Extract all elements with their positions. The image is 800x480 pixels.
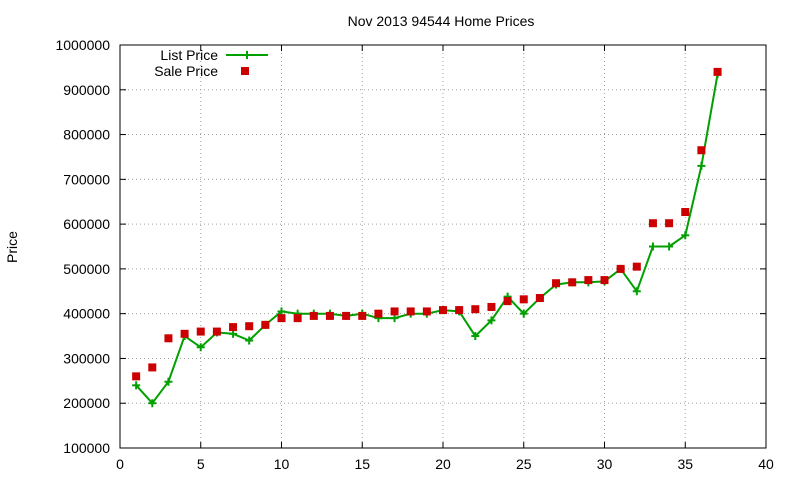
y-tick-label: 400000 — [63, 306, 110, 322]
chart-title: Nov 2013 94544 Home Prices — [348, 13, 535, 29]
sale-price-point — [245, 322, 254, 331]
y-tick-label: 1000000 — [55, 37, 110, 53]
x-tick-label: 5 — [197, 456, 205, 472]
tick-labels: 0 5 10 15 20 25 30 35 40 100000 200000 300000 400000… — [55, 37, 774, 472]
series-layer — [132, 67, 722, 408]
sale-price-point — [535, 293, 544, 302]
list-price-point — [471, 332, 480, 341]
sale-price-point — [325, 311, 334, 320]
x-tick-label: 35 — [677, 456, 693, 472]
sale-price-point — [568, 278, 577, 287]
x-tick-label: 0 — [116, 456, 124, 472]
sale-price-point — [309, 311, 318, 320]
sale-price-point — [519, 295, 528, 304]
list-price-point — [164, 377, 173, 386]
x-tick-label: 10 — [274, 456, 290, 472]
sale-price-point — [164, 334, 173, 343]
legend-marker-list-price — [243, 51, 251, 59]
sale-price-point — [713, 67, 722, 76]
list-price-point — [390, 314, 399, 323]
x-tick-label: 20 — [435, 456, 451, 472]
sale-price-point — [148, 363, 157, 372]
sale-price-point — [422, 307, 431, 316]
sale-price-point — [503, 297, 512, 306]
sale-price-point — [342, 311, 351, 320]
legend: List Price Sale Price — [154, 47, 268, 79]
y-tick-label: 500000 — [63, 261, 110, 277]
sale-price-point — [261, 320, 270, 329]
y-tick-label: 600000 — [63, 216, 110, 232]
x-tick-label: 30 — [597, 456, 613, 472]
sale-price-point — [616, 264, 625, 273]
list-price-point — [148, 399, 157, 408]
sale-price-point — [212, 327, 221, 336]
list-price-point — [245, 336, 254, 345]
y-axis-label: Price — [4, 231, 20, 263]
sale-price-point — [697, 146, 706, 155]
sale-price-point — [487, 302, 496, 311]
list-price-line — [135, 73, 719, 405]
list-price-point — [632, 287, 641, 296]
sale-price-point — [471, 305, 480, 314]
y-tick-label: 800000 — [63, 127, 110, 143]
sale-price-point — [358, 311, 367, 320]
sale-price-point — [681, 208, 690, 217]
sale-price-point — [390, 307, 399, 316]
sale-price-point — [374, 309, 383, 318]
list-price-point — [277, 307, 286, 316]
list-price-point — [519, 309, 528, 318]
list-price-point — [196, 343, 205, 352]
y-tick-label: 700000 — [63, 171, 110, 187]
y-tick-label: 300000 — [63, 350, 110, 366]
x-tick-label: 25 — [516, 456, 532, 472]
list-price-point — [681, 231, 690, 240]
sale-price-point — [406, 307, 415, 316]
list-price-point — [487, 316, 496, 325]
list-price-point — [132, 381, 141, 390]
sale-price-point — [229, 323, 238, 332]
sale-price-point — [132, 372, 141, 381]
y-tick-label: 200000 — [63, 395, 110, 411]
list-price-point — [648, 242, 657, 251]
x-tick-label: 15 — [354, 456, 370, 472]
y-tick-label: 100000 — [63, 440, 110, 456]
sale-price-point — [277, 314, 286, 323]
sale-price-point — [632, 262, 641, 271]
sale-price-point — [196, 327, 205, 336]
sale-price-point — [648, 219, 657, 228]
legend-marker-sale-price — [241, 67, 249, 75]
sale-price-point — [552, 279, 561, 288]
sale-price-point — [455, 306, 464, 315]
legend-label-list-price: List Price — [160, 47, 218, 63]
sale-price-point — [439, 306, 447, 315]
sale-price-point — [584, 276, 593, 285]
list-price-point — [665, 242, 674, 251]
y-tick-label: 900000 — [63, 82, 110, 98]
sale-price-point — [293, 314, 302, 323]
sale-price-point — [600, 276, 609, 285]
sale-price-point — [180, 329, 189, 338]
list-price-point — [697, 161, 706, 170]
list-price-point — [229, 329, 238, 338]
legend-label-sale-price: Sale Price — [154, 63, 218, 79]
ticks — [119, 44, 767, 449]
x-tick-label: 40 — [758, 456, 774, 472]
sale-price-point — [665, 219, 674, 228]
